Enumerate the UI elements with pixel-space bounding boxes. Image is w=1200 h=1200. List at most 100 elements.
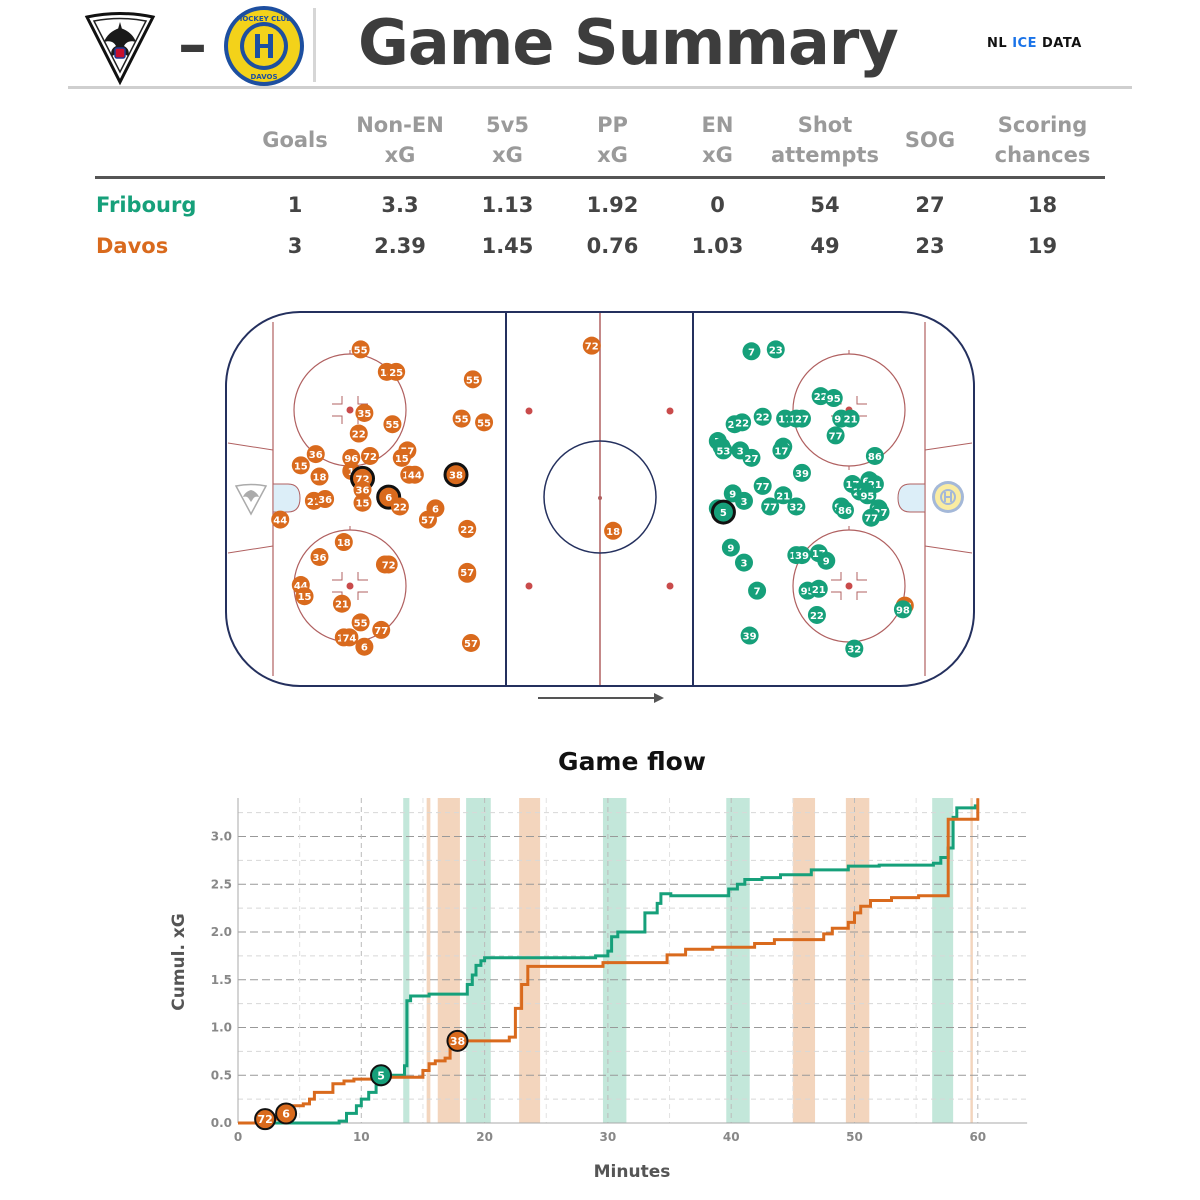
brand-logo: NL ICE DATA bbox=[987, 36, 1082, 51]
davos-shot-marker bbox=[355, 637, 374, 656]
davos-shot: 15 bbox=[392, 448, 411, 467]
fribourg-shot-number: 3 bbox=[737, 446, 744, 457]
fribourg-shot-marker bbox=[845, 639, 864, 658]
fribourg-shot-number: 77 bbox=[829, 431, 843, 442]
goal-number-label: 72 bbox=[257, 1113, 272, 1126]
fribourg-shot-marker bbox=[748, 581, 767, 600]
fribourg-shot: 32 bbox=[845, 639, 864, 658]
col-en-label-2: xG bbox=[702, 143, 733, 167]
fribourg-shot: 39 bbox=[792, 546, 811, 565]
davos-goal-point: 38 bbox=[446, 1029, 469, 1052]
fribourg-shot-number: 21 bbox=[776, 491, 790, 502]
davos-shot-marker bbox=[392, 448, 411, 467]
fribourg-shot-number: 23 bbox=[769, 345, 783, 356]
davos-shot: 55 bbox=[351, 613, 370, 632]
summary-row-fribourg: Fribourg 1 3.3 1.13 1.92 0 54 27 18 bbox=[95, 178, 1105, 226]
davos-shot-number: 18 bbox=[313, 473, 327, 484]
davos-shot-marker bbox=[351, 613, 370, 632]
davos-shot: 18 bbox=[334, 533, 353, 552]
davos-shot-number: 25 bbox=[389, 368, 403, 379]
davos-penalty-band bbox=[426, 798, 431, 1123]
davos-penalty-band bbox=[970, 798, 973, 1123]
fribourg-shot-number: 39 bbox=[795, 469, 809, 480]
davos-shot-number: 36 bbox=[309, 450, 323, 461]
summary-table: Goals Non-EN xG 5v5 xG PP xG EN xG Shot attem… bbox=[95, 108, 1105, 266]
fribourg-5v5-xg: 1.13 bbox=[481, 192, 534, 217]
davos-shot: 36 bbox=[310, 547, 329, 566]
davos-shot-number: 6 bbox=[432, 504, 439, 515]
faceoff-dot-tl bbox=[346, 406, 354, 414]
davos-goals: 3 bbox=[287, 233, 303, 258]
davos-shot-marker bbox=[383, 415, 402, 434]
fribourg-shot: 22 bbox=[753, 407, 772, 426]
davos-shot: 15 bbox=[295, 587, 314, 606]
fribourg-shot: 77 bbox=[862, 508, 881, 527]
davos-shot-number: 55 bbox=[455, 415, 469, 426]
davos-shot-marker bbox=[418, 510, 437, 529]
chart-title: Game flow bbox=[558, 747, 706, 776]
fribourg-en-xg: 0 bbox=[710, 192, 725, 217]
fribourg-shot-number: 39 bbox=[743, 632, 757, 643]
y-tick-label: 2.5 bbox=[211, 877, 232, 891]
davos-shot-marker bbox=[316, 490, 335, 508]
goal-number-label: 6 bbox=[282, 1107, 290, 1120]
davos-shot-marker bbox=[306, 445, 325, 464]
fribourg-shot-number: 9 bbox=[727, 544, 734, 555]
davos-shot-number: 44 bbox=[408, 471, 422, 482]
direction-arrow-icon bbox=[654, 693, 664, 703]
fribourg-shot-marker bbox=[841, 409, 860, 428]
summary-col-en-xg: EN xG bbox=[665, 108, 770, 179]
y-tick-label: 0.5 bbox=[211, 1068, 232, 1082]
fribourg-shot-number: 5 bbox=[720, 508, 727, 519]
davos-shot: 72 bbox=[379, 555, 398, 574]
davos-shot-number: 55 bbox=[354, 345, 368, 356]
davos-scoring-chances: 19 bbox=[1027, 233, 1058, 258]
fribourg-non-en-xg: 3.3 bbox=[381, 192, 419, 217]
fribourg-shot: 23 bbox=[766, 340, 785, 359]
davos-shot-marker bbox=[387, 362, 406, 381]
davos-shot: 36 bbox=[353, 480, 372, 499]
fribourg-shot-marker bbox=[761, 497, 780, 516]
davos-shot-number: 6 bbox=[361, 643, 368, 654]
fribourg-shot-number: 32 bbox=[789, 502, 803, 513]
fribourg-shot-marker bbox=[792, 409, 811, 428]
davos-shot-marker bbox=[353, 493, 372, 512]
davos-goal-point: 6 bbox=[275, 1102, 298, 1125]
faceoff-dots bbox=[346, 406, 853, 590]
davos-shot: 15 bbox=[291, 456, 310, 475]
fribourg-shot: 22 bbox=[733, 413, 752, 432]
davos-shot: 72 bbox=[360, 446, 379, 465]
chart-grid bbox=[238, 798, 1028, 1123]
y-axis-label: Cumul. xG bbox=[169, 913, 189, 1011]
fribourg-shot-marker bbox=[733, 413, 752, 432]
fribourg-shot: 32 bbox=[787, 497, 806, 516]
fribourg-shot: 39 bbox=[740, 626, 759, 645]
davos-shot-number: 15 bbox=[395, 454, 409, 465]
fribourg-shot-marker bbox=[753, 407, 772, 426]
fribourg-shot: 77 bbox=[753, 476, 772, 495]
davos-shot: 21 bbox=[332, 594, 351, 613]
header-divider bbox=[313, 8, 316, 82]
davos-shot-number: 15 bbox=[294, 461, 308, 472]
davos-shot-marker bbox=[379, 555, 398, 574]
davos-shot-number: 57 bbox=[464, 639, 478, 650]
davos-shot: 18 bbox=[604, 521, 623, 540]
fribourg-shot-number: 53 bbox=[716, 446, 730, 457]
fribourg-shot-marker bbox=[858, 486, 877, 505]
fribourg-shot-number: 7 bbox=[748, 347, 755, 358]
x-tick-label: 20 bbox=[476, 1130, 493, 1144]
davos-shot: 36 bbox=[316, 490, 335, 508]
fribourg-shot-number: 86 bbox=[868, 452, 882, 463]
summary-col-goals: Goals bbox=[245, 108, 345, 179]
fribourg-shot: 95 bbox=[824, 389, 843, 408]
davos-shot-marker bbox=[452, 409, 471, 428]
fribourg-goal-marker bbox=[710, 499, 736, 525]
fribourg-shot: 98 bbox=[893, 600, 912, 619]
faceoff-dot-br bbox=[845, 582, 853, 590]
fribourg-shot-marker bbox=[893, 600, 912, 619]
neutral-dot-1 bbox=[525, 407, 533, 415]
fribourg-shot-marker bbox=[774, 486, 793, 505]
fribourg-penalty-band bbox=[403, 798, 410, 1123]
fribourg-shot-marker bbox=[734, 491, 753, 510]
col-5v5-label-1: 5v5 bbox=[486, 113, 529, 137]
